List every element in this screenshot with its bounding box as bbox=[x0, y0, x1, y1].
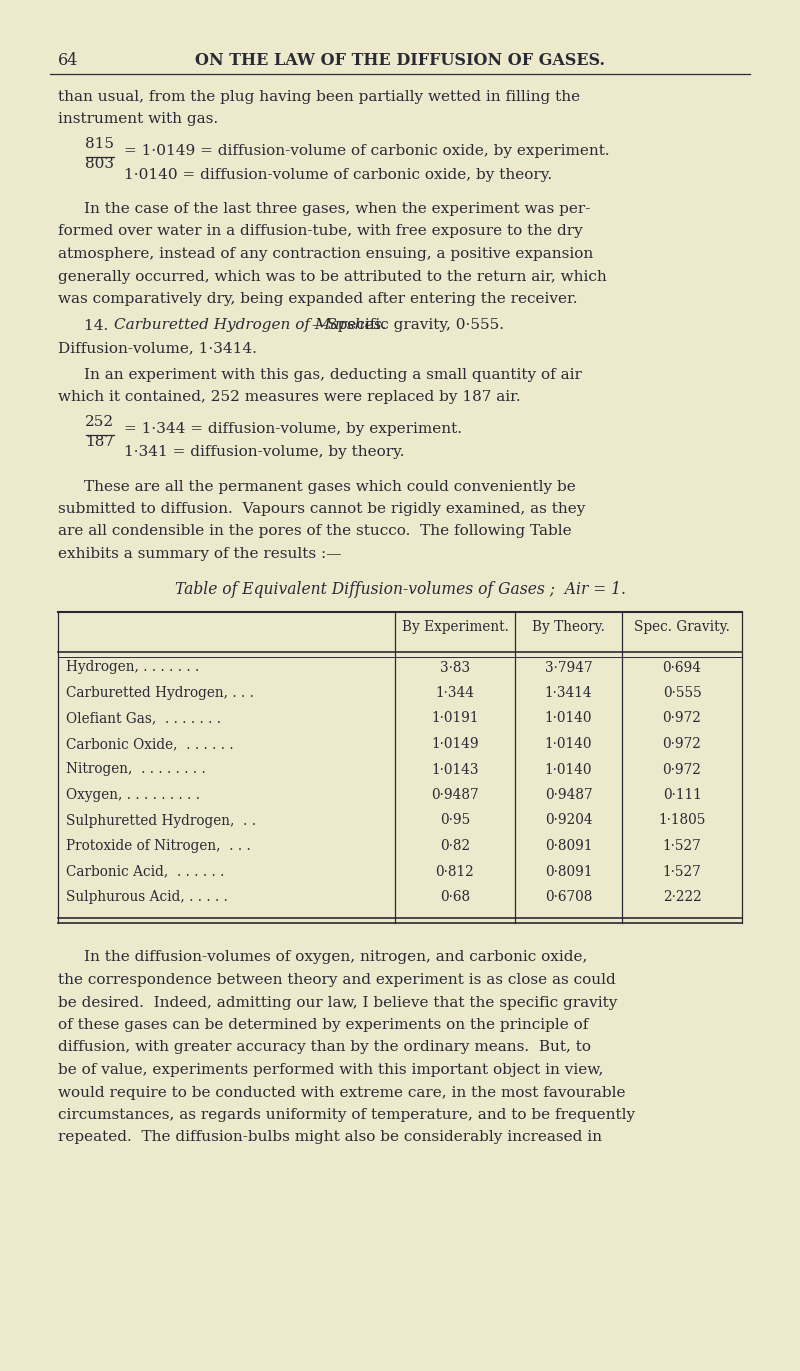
Text: be of value, experiments performed with this important object in view,: be of value, experiments performed with … bbox=[58, 1063, 603, 1078]
Text: instrument with gas.: instrument with gas. bbox=[58, 112, 218, 126]
Text: of these gases can be determined by experiments on the principle of: of these gases can be determined by expe… bbox=[58, 1019, 588, 1032]
Text: 1·0140: 1·0140 bbox=[545, 738, 592, 751]
Text: Carbonic Acid,  . . . . . .: Carbonic Acid, . . . . . . bbox=[66, 865, 224, 879]
Text: 0·694: 0·694 bbox=[662, 661, 702, 675]
Text: Table of Equivalent Diffusion-volumes of Gases ;  Air = 1.: Table of Equivalent Diffusion-volumes of… bbox=[174, 581, 626, 599]
Text: 1·341 = diffusion-volume, by theory.: 1·341 = diffusion-volume, by theory. bbox=[124, 446, 405, 459]
Text: = 1·344 = diffusion-volume, by experiment.: = 1·344 = diffusion-volume, by experimen… bbox=[124, 421, 462, 436]
Text: Diffusion-volume, 1·3414.: Diffusion-volume, 1·3414. bbox=[58, 341, 257, 355]
Text: In the case of the last three gases, when the experiment was per-: In the case of the last three gases, whe… bbox=[84, 202, 590, 217]
Text: 0·68: 0·68 bbox=[440, 890, 470, 903]
Text: 803: 803 bbox=[86, 158, 114, 171]
Text: 0·6708: 0·6708 bbox=[545, 890, 592, 903]
Text: 1·0143: 1·0143 bbox=[431, 762, 478, 776]
Text: By Theory.: By Theory. bbox=[532, 620, 605, 633]
Text: submitted to diffusion.  Vapours cannot be rigidly examined, as they: submitted to diffusion. Vapours cannot b… bbox=[58, 502, 586, 515]
Text: 0·8091: 0·8091 bbox=[545, 839, 592, 853]
Text: 14.: 14. bbox=[84, 318, 128, 333]
Text: 1·0140 = diffusion-volume of carbonic oxide, by theory.: 1·0140 = diffusion-volume of carbonic ox… bbox=[124, 167, 552, 181]
Text: 1·344: 1·344 bbox=[435, 686, 474, 701]
Text: Oxygen, . . . . . . . . .: Oxygen, . . . . . . . . . bbox=[66, 788, 200, 802]
Text: 0·82: 0·82 bbox=[440, 839, 470, 853]
Text: Olefiant Gas,  . . . . . . .: Olefiant Gas, . . . . . . . bbox=[66, 712, 221, 725]
Text: generally occurred, which was to be attributed to the return air, which: generally occurred, which was to be attr… bbox=[58, 270, 606, 284]
Text: 252: 252 bbox=[86, 414, 114, 429]
Text: 2·222: 2·222 bbox=[662, 890, 702, 903]
Text: Protoxide of Nitrogen,  . . .: Protoxide of Nitrogen, . . . bbox=[66, 839, 250, 853]
Text: repeated.  The diffusion-bulbs might also be considerably increased in: repeated. The diffusion-bulbs might also… bbox=[58, 1131, 602, 1145]
Text: 1·0191: 1·0191 bbox=[431, 712, 478, 725]
Text: These are all the permanent gases which could conveniently be: These are all the permanent gases which … bbox=[84, 480, 576, 494]
Text: Nitrogen,  . . . . . . . .: Nitrogen, . . . . . . . . bbox=[66, 762, 206, 776]
Text: 0·95: 0·95 bbox=[440, 813, 470, 828]
Text: By Experiment.: By Experiment. bbox=[402, 620, 509, 633]
Text: was comparatively dry, being expanded after entering the receiver.: was comparatively dry, being expanded af… bbox=[58, 292, 578, 306]
Text: In an experiment with this gas, deducting a small quantity of air: In an experiment with this gas, deductin… bbox=[84, 367, 582, 381]
Text: which it contained, 252 measures were replaced by 187 air.: which it contained, 252 measures were re… bbox=[58, 389, 521, 404]
Text: = 1·0149 = diffusion-volume of carbonic oxide, by experiment.: = 1·0149 = diffusion-volume of carbonic … bbox=[124, 144, 610, 158]
Text: 64: 64 bbox=[58, 52, 78, 69]
Text: Carbonic Oxide,  . . . . . .: Carbonic Oxide, . . . . . . bbox=[66, 738, 234, 751]
Text: 0·972: 0·972 bbox=[662, 738, 702, 751]
Text: 0·9204: 0·9204 bbox=[545, 813, 592, 828]
Text: 3·7947: 3·7947 bbox=[545, 661, 592, 675]
Text: formed over water in a diffusion-tube, with free exposure to the dry: formed over water in a diffusion-tube, w… bbox=[58, 225, 582, 239]
Text: would require to be conducted with extreme care, in the most favourable: would require to be conducted with extre… bbox=[58, 1086, 626, 1100]
Text: Carburetted Hydrogen of Marshes.: Carburetted Hydrogen of Marshes. bbox=[114, 318, 386, 333]
Text: diffusion, with greater accuracy than by the ordinary means.  But, to: diffusion, with greater accuracy than by… bbox=[58, 1041, 591, 1054]
Text: 0·111: 0·111 bbox=[662, 788, 702, 802]
Text: are all condensible in the pores of the stucco.  The following Table: are all condensible in the pores of the … bbox=[58, 525, 572, 539]
Text: 187: 187 bbox=[86, 435, 114, 448]
Text: Hydrogen, . . . . . . .: Hydrogen, . . . . . . . bbox=[66, 661, 199, 675]
Text: be desired.  Indeed, admitting our law, I believe that the specific gravity: be desired. Indeed, admitting our law, I… bbox=[58, 995, 618, 1009]
Text: 1·527: 1·527 bbox=[662, 865, 702, 879]
Text: Sulphuretted Hydrogen,  . .: Sulphuretted Hydrogen, . . bbox=[66, 813, 256, 828]
Text: atmosphere, instead of any contraction ensuing, a positive expansion: atmosphere, instead of any contraction e… bbox=[58, 247, 594, 260]
Text: the correspondence between theory and experiment is as close as could: the correspondence between theory and ex… bbox=[58, 973, 616, 987]
Text: exhibits a summary of the results :—: exhibits a summary of the results :— bbox=[58, 547, 342, 561]
Text: 0·972: 0·972 bbox=[662, 712, 702, 725]
Text: 1·0140: 1·0140 bbox=[545, 762, 592, 776]
Text: 0·9487: 0·9487 bbox=[545, 788, 592, 802]
Text: 0·812: 0·812 bbox=[436, 865, 474, 879]
Text: 3·83: 3·83 bbox=[440, 661, 470, 675]
Text: ON THE LAW OF THE DIFFUSION OF GASES.: ON THE LAW OF THE DIFFUSION OF GASES. bbox=[195, 52, 605, 69]
Text: 1·0140: 1·0140 bbox=[545, 712, 592, 725]
Text: 0·9487: 0·9487 bbox=[431, 788, 479, 802]
Text: circumstances, as regards uniformity of temperature, and to be frequently: circumstances, as regards uniformity of … bbox=[58, 1108, 635, 1121]
Text: In the diffusion-volumes of oxygen, nitrogen, and carbonic oxide,: In the diffusion-volumes of oxygen, nitr… bbox=[84, 950, 587, 965]
Text: 0·972: 0·972 bbox=[662, 762, 702, 776]
Text: 815: 815 bbox=[86, 137, 114, 151]
Text: 1·0149: 1·0149 bbox=[431, 738, 479, 751]
Text: 0·8091: 0·8091 bbox=[545, 865, 592, 879]
Text: 0·555: 0·555 bbox=[662, 686, 702, 701]
Text: Spec. Gravity.: Spec. Gravity. bbox=[634, 620, 730, 633]
Text: 1·1805: 1·1805 bbox=[658, 813, 706, 828]
Text: than usual, from the plug having been partially wetted in filling the: than usual, from the plug having been pa… bbox=[58, 90, 580, 104]
Text: 1·3414: 1·3414 bbox=[545, 686, 592, 701]
Text: Sulphurous Acid, . . . . .: Sulphurous Acid, . . . . . bbox=[66, 890, 228, 903]
Text: —Specific gravity, 0·555.: —Specific gravity, 0·555. bbox=[312, 318, 504, 333]
Text: Carburetted Hydrogen, . . .: Carburetted Hydrogen, . . . bbox=[66, 686, 254, 701]
Text: 1·527: 1·527 bbox=[662, 839, 702, 853]
